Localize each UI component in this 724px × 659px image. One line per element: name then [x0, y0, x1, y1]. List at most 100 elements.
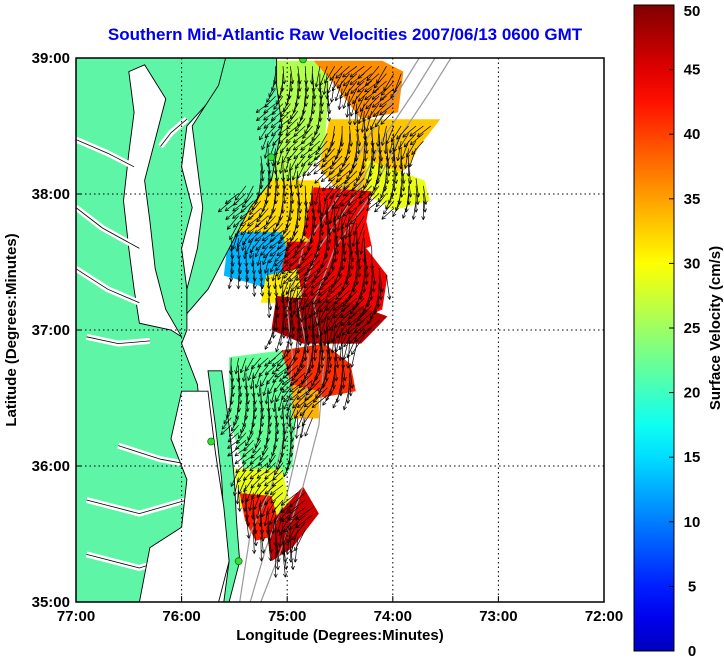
velocity-arrow: [258, 492, 269, 508]
velocity-arrow: [327, 170, 343, 182]
velocity-arrow: [370, 125, 375, 147]
velocity-arrow: [281, 260, 299, 275]
velocity-arrow: [282, 267, 299, 285]
velocity-arrow: [318, 275, 335, 291]
velocity-arrow: [334, 312, 350, 329]
velocity-arrow: [299, 417, 306, 439]
velocity-arrow: [278, 514, 291, 536]
velocity-arrow: [402, 125, 417, 138]
velocity-arrow: [365, 110, 373, 132]
velocity-arrow: [257, 380, 262, 397]
velocity-arrow: [356, 305, 372, 322]
velocity-arrow: [265, 514, 271, 535]
velocity-arrow: [376, 66, 387, 84]
velocity-arrow: [355, 223, 365, 246]
velocity-arrow: [227, 432, 239, 443]
velocity-arrow: [313, 148, 328, 161]
velocity-arrow: [278, 230, 291, 245]
velocity-arrow: [284, 245, 299, 257]
velocity-arrow: [294, 118, 306, 132]
river-line: [76, 139, 135, 168]
velocity-arrow: [279, 140, 291, 154]
velocity-arrow: [347, 103, 352, 126]
velocity-arrow: [304, 357, 313, 380]
radar-stations: [207, 58, 307, 566]
velocity-arrow: [369, 297, 380, 321]
velocity-arrow: [325, 193, 336, 215]
velocity-arrow: [333, 290, 350, 305]
velocity-arrow: [301, 96, 306, 115]
velocity-arrow: [357, 65, 372, 79]
velocity-arrow: [273, 185, 278, 205]
velocity-arrow: [320, 193, 328, 217]
velocity-arrow: [371, 140, 376, 162]
velocity-arrow: [375, 125, 381, 147]
velocity-arrow: [254, 222, 269, 234]
velocity-arrow: [354, 95, 365, 115]
velocity-arrow: [242, 410, 247, 427]
velocity-arrow: [274, 252, 284, 262]
velocity-arrow: [403, 133, 417, 148]
velocity-arrow: [235, 238, 240, 252]
velocity-arrow: [323, 238, 329, 259]
velocity-arrow: [297, 320, 303, 346]
velocity-arrow: [259, 410, 265, 427]
velocity-arrow: [275, 260, 291, 277]
velocity-arrow: [254, 230, 269, 242]
velocity-arrow: [352, 103, 358, 126]
velocity-arrow: [318, 200, 323, 222]
velocity-arrow: [294, 529, 306, 552]
velocity-arrow: [252, 283, 257, 297]
velocity-arrow: [299, 342, 306, 369]
velocity-arrow: [416, 125, 432, 137]
velocity-arrow: [252, 275, 257, 289]
velocity-arrow: [364, 88, 380, 101]
velocity-arrow: [270, 110, 284, 121]
velocity-arrow: [255, 499, 262, 519]
velocity-arrow: [274, 462, 284, 476]
velocity-arrow: [220, 424, 232, 436]
velocity-arrow: [351, 178, 365, 192]
velocity-arrow: [288, 267, 306, 282]
velocity-arrow: [258, 417, 263, 435]
velocity-arrow: [270, 492, 284, 504]
velocity-arrow: [251, 410, 256, 428]
velocity-arrow: [273, 380, 284, 393]
velocity-arrow: [275, 529, 280, 554]
velocity-arrow: [246, 215, 262, 227]
velocity-arrow: [277, 522, 284, 548]
colorbar-tick-label: 50: [684, 3, 701, 20]
velocity-arrow: [393, 73, 402, 94]
velocity-arrow: [340, 312, 358, 327]
velocity-arrow: [243, 492, 248, 512]
velocity-arrow: [304, 312, 310, 339]
velocity-arrow: [421, 200, 426, 221]
velocity-arrow: [296, 81, 301, 100]
velocity-arrow: [342, 65, 358, 78]
velocity-arrow: [307, 155, 321, 166]
velocity-arrow: [406, 140, 417, 158]
velocity-arrow: [288, 507, 306, 521]
velocity-arrow: [245, 357, 254, 372]
velocity-arrow: [288, 200, 293, 222]
velocity-arrow: [349, 208, 365, 225]
velocity-arrow: [288, 514, 306, 530]
velocity-arrow: [297, 252, 313, 269]
velocity-arrow: [355, 260, 360, 286]
velocity-arrow: [287, 81, 292, 100]
velocity-arrow: [269, 230, 284, 243]
velocity-arrow: [274, 305, 279, 332]
velocity-arrow: [271, 499, 284, 514]
velocity-arrow: [333, 335, 338, 362]
y-tick-label: 37:00: [32, 322, 70, 339]
velocity-arrow: [274, 283, 279, 297]
y-tick-label: 38:00: [32, 186, 70, 203]
velocity-arrow: [362, 118, 368, 141]
velocity-arrow: [276, 245, 291, 257]
velocity-arrow: [335, 178, 350, 189]
velocity-arrow: [266, 133, 276, 148]
velocity-arrow: [305, 380, 321, 396]
velocity-arrow: [230, 469, 239, 487]
velocity-arrow: [261, 230, 276, 242]
velocity-arrow: [295, 514, 313, 529]
